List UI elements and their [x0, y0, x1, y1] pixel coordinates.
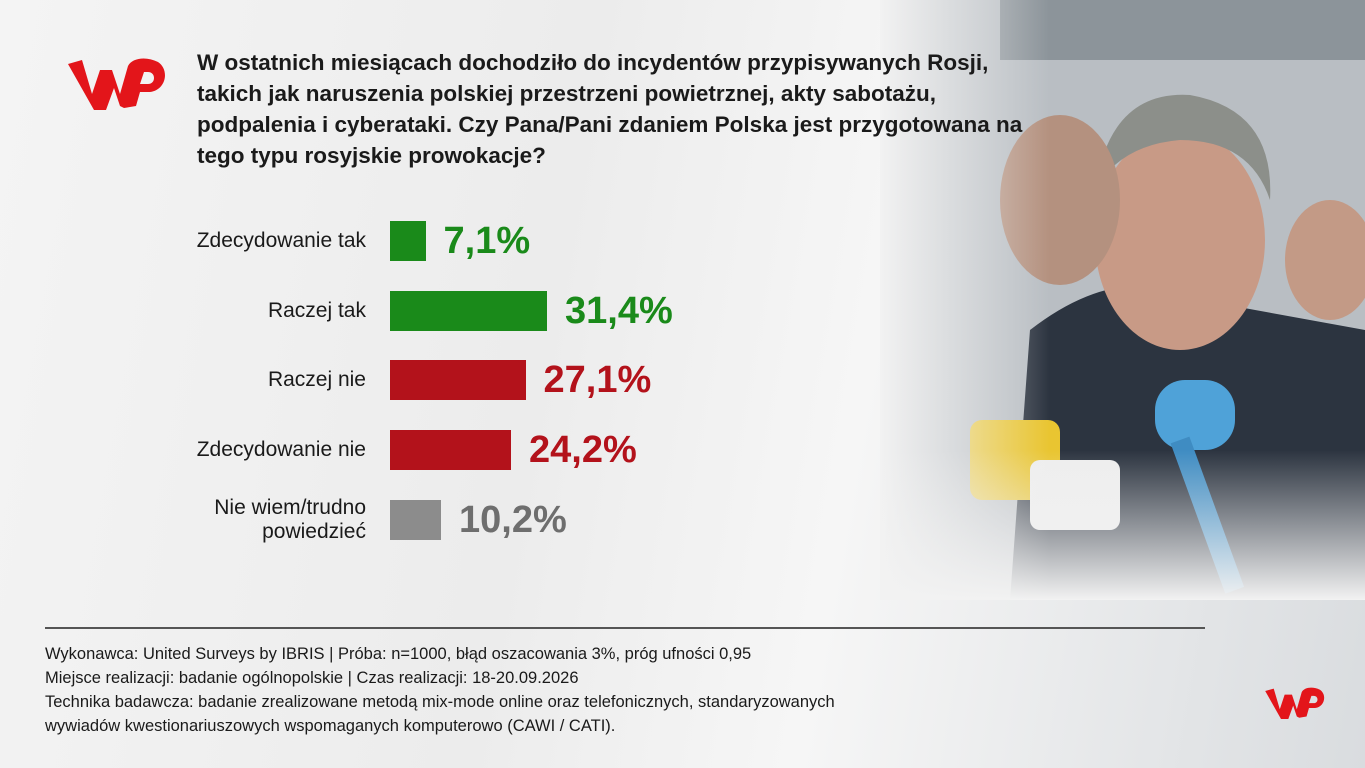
logo [68, 58, 165, 110]
value-label: 7,1% [443, 220, 531, 262]
value-label: 10,2% [459, 498, 567, 541]
category-label: Zdecydowanie nie [196, 438, 366, 462]
bar [390, 499, 441, 540]
footnote: wywiadów kwestionariuszowych wspomaganyc… [45, 717, 616, 735]
category-label: Raczej tak [267, 298, 366, 322]
value-label: 24,2% [529, 429, 637, 472]
chart-title: W ostatnich miesiącach dochodziło do inc… [197, 50, 1023, 168]
bar [390, 430, 511, 471]
logo-small [1265, 687, 1325, 719]
footnote: Miejsce realizacji: badanie ogólnopolski… [45, 669, 579, 687]
bar [390, 290, 547, 331]
bar [390, 360, 526, 401]
separator [45, 627, 1205, 629]
bar [390, 221, 426, 261]
footnote: Technika badawcza: badanie zrealizowane … [45, 693, 835, 711]
value-label: 31,4% [565, 289, 673, 332]
category-label: Raczej nie [267, 368, 366, 392]
photo [880, 0, 1365, 600]
category-label: Nie wiem/trudno powiedzieć [214, 495, 366, 543]
value-label: 27,1% [543, 359, 652, 402]
footnote: Wykonawca: United Surveys by IBRIS | Pró… [45, 645, 752, 663]
category-label: Zdecydowanie tak [196, 229, 366, 252]
